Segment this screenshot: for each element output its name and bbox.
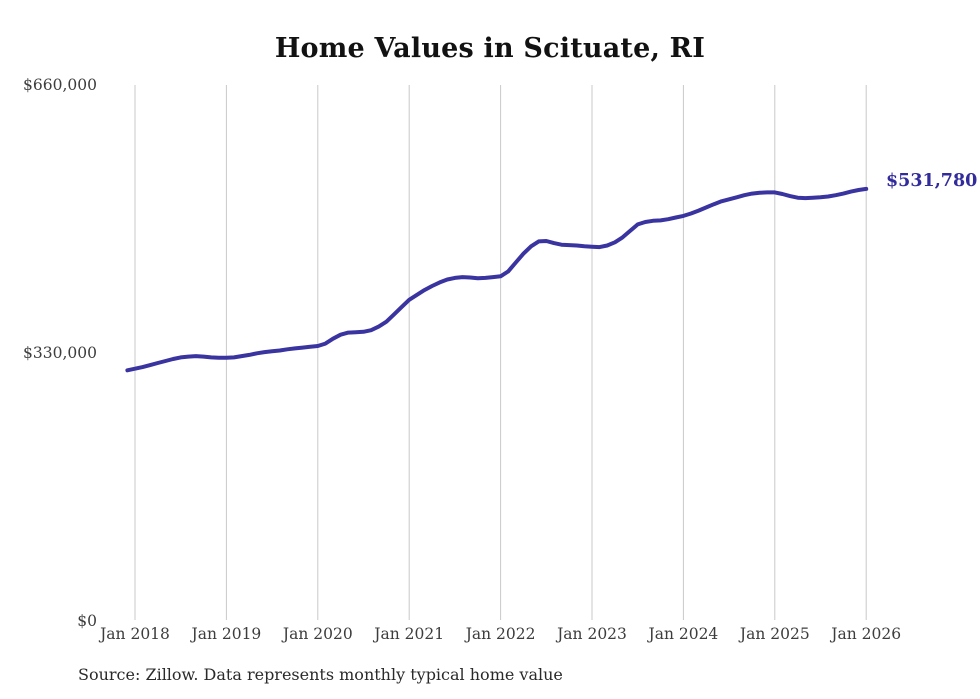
x-axis-tick-jan-2020: Jan 2020 xyxy=(282,625,353,643)
x-axis-tick-jan-2024: Jan 2024 xyxy=(648,625,719,643)
y-axis-tick-660000: $660,000 xyxy=(23,76,97,94)
x-axis-tick-jan-2022: Jan 2022 xyxy=(465,625,536,643)
x-axis-tick-jan-2019: Jan 2019 xyxy=(191,625,262,643)
x-axis-tick-jan-2021: Jan 2021 xyxy=(374,625,445,643)
x-axis-tick-jan-2026: Jan 2026 xyxy=(831,625,902,643)
y-axis-tick-0: $0 xyxy=(77,612,97,630)
y-axis-tick-330000: $330,000 xyxy=(23,344,97,362)
chart-title: Home Values in Scituate, RI xyxy=(274,33,706,64)
latest-value-annotation: $531,780 xyxy=(886,171,978,191)
year-gridlines xyxy=(134,85,867,620)
source-note: Source: Zillow. Data represents monthly … xyxy=(78,665,563,684)
x-axis-tick-jan-2018: Jan 2018 xyxy=(100,625,170,643)
home-value-line xyxy=(125,186,869,373)
x-axis-tick-jan-2025: Jan 2025 xyxy=(739,625,810,643)
x-axis-tick-jan-2023: Jan 2023 xyxy=(557,625,627,643)
